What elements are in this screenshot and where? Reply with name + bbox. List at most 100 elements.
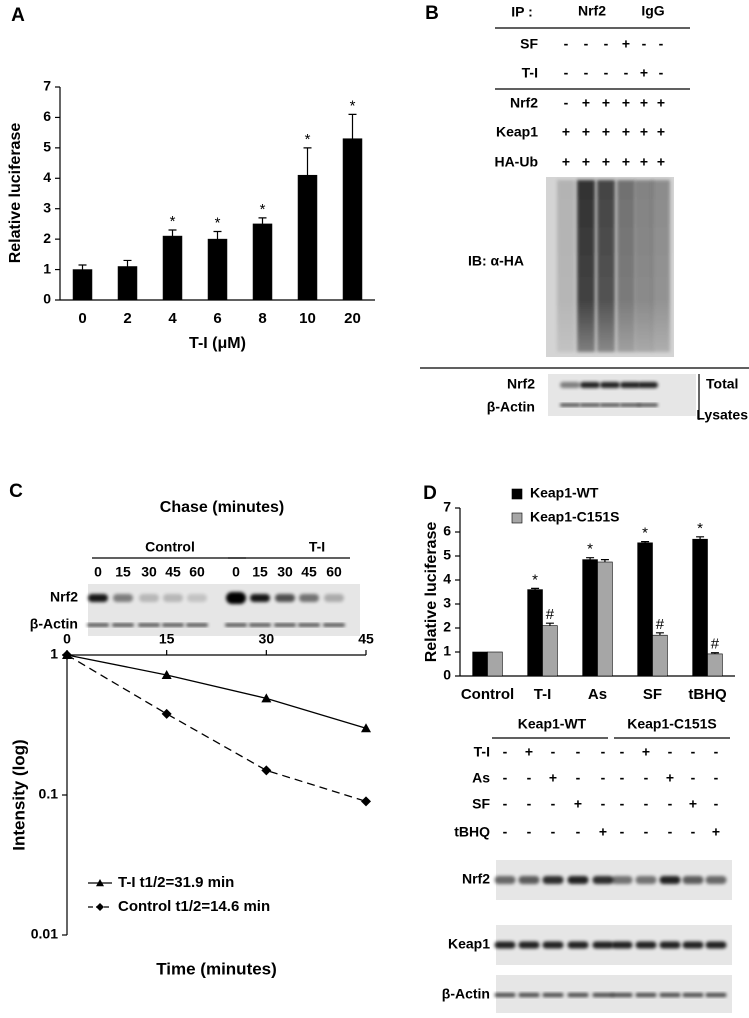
- lane-label: 15: [252, 564, 268, 580]
- bar: [72, 269, 93, 301]
- lane-label: 60: [189, 564, 205, 580]
- row-label: SF: [520, 36, 538, 52]
- annotation: #: [546, 606, 555, 623]
- blot-band: [620, 403, 640, 407]
- x-tick-label: 6: [213, 310, 221, 327]
- error-bar: [168, 229, 177, 237]
- error-bar: [258, 217, 267, 224]
- bar: [692, 538, 708, 677]
- annotation: *: [215, 215, 221, 232]
- x-tick-label: 10: [299, 310, 316, 327]
- sign: +: [602, 95, 610, 111]
- marker: [161, 708, 172, 719]
- sign: -: [564, 95, 569, 111]
- lysate-label: Lysates: [696, 407, 748, 423]
- blot-band: [275, 594, 295, 602]
- blot-row-label: Keap1: [448, 936, 490, 952]
- blot-band: [542, 876, 564, 884]
- blot-band: [567, 876, 589, 884]
- sign: -: [551, 824, 556, 840]
- blot-band: [560, 382, 580, 388]
- blot-band: [518, 941, 540, 949]
- sign: -: [551, 744, 556, 760]
- annotation: *: [260, 201, 266, 218]
- x-tick-label: tBHQ: [688, 686, 727, 703]
- sign: -: [714, 744, 719, 760]
- row-label: Nrf2: [510, 95, 538, 111]
- sign: +: [562, 154, 570, 170]
- error-bar: [123, 259, 132, 267]
- blot-band: [600, 382, 620, 388]
- sign: +: [657, 95, 665, 111]
- ip-label: IP :: [511, 4, 533, 20]
- blot-band: [705, 993, 727, 997]
- blot-band: [635, 876, 657, 884]
- y-tick-label: 5: [43, 139, 51, 155]
- x-tick-label: 0: [63, 631, 71, 647]
- blot-band: [592, 941, 614, 949]
- error-bar: [545, 622, 554, 626]
- blot-row-label: β-Actin: [487, 399, 535, 415]
- sign: -: [624, 65, 629, 81]
- blot-row-label: Nrf2: [507, 376, 535, 392]
- series-line: [66, 654, 367, 803]
- y-tick-label: 0: [43, 291, 51, 307]
- blot-band: [113, 594, 133, 602]
- row-label: Keap1: [496, 124, 538, 140]
- group-label: Keap1-C151S: [627, 716, 717, 732]
- y-tick-label: 3: [443, 595, 451, 611]
- blot-band: [494, 993, 516, 997]
- blot-band: [635, 941, 657, 949]
- error-bar: [348, 113, 357, 139]
- x-tick-label: T-I: [534, 686, 552, 703]
- sign: -: [691, 770, 696, 786]
- blot-band: [87, 623, 109, 627]
- blot-band: [659, 993, 681, 997]
- bar: [117, 266, 138, 301]
- sign: +: [640, 65, 648, 81]
- sign: -: [576, 770, 581, 786]
- sign: +: [582, 95, 590, 111]
- ip-group: Nrf2: [578, 3, 606, 19]
- smear-lane: [635, 180, 653, 352]
- blot-band: [139, 594, 159, 602]
- annotation: *: [642, 525, 648, 542]
- sign: -: [584, 36, 589, 52]
- error-bar: [78, 264, 87, 270]
- lane-label: 45: [301, 564, 317, 580]
- bar: [487, 651, 503, 677]
- y-tick-label: 6: [43, 108, 51, 124]
- blot-background: [88, 584, 360, 636]
- blot-band: [138, 623, 160, 627]
- blot-band: [682, 941, 704, 949]
- sign: -: [668, 824, 673, 840]
- sign: -: [503, 796, 508, 812]
- y-tick-label: 0.01: [31, 926, 58, 942]
- y-tick-label: 2: [443, 619, 451, 635]
- row-label: SF: [472, 796, 490, 812]
- sign: -: [691, 824, 696, 840]
- blot-band: [705, 941, 727, 949]
- lane-label: 0: [232, 564, 240, 580]
- error-bar: [655, 632, 664, 636]
- bar: [597, 561, 613, 677]
- annotation: *: [697, 520, 703, 537]
- blot-band: [323, 623, 345, 627]
- x-tick-label: SF: [643, 686, 662, 703]
- lane-label: 0: [94, 564, 102, 580]
- x-tick-label: 2: [123, 310, 131, 327]
- bar: [707, 653, 723, 677]
- row-label: T-I: [474, 744, 490, 760]
- sign: -: [691, 744, 696, 760]
- sign: +: [525, 744, 533, 760]
- sign: -: [659, 65, 664, 81]
- legend-label: Control t1/2=14.6 min: [118, 898, 270, 915]
- annotation: *: [350, 97, 356, 114]
- blot-band: [494, 876, 516, 884]
- sign: +: [582, 154, 590, 170]
- y-tick-label: 3: [43, 199, 51, 215]
- x-tick-label: 15: [159, 631, 175, 647]
- blot-band: [580, 403, 600, 407]
- blot-row-label: β-Actin: [442, 986, 490, 1002]
- sign: +: [657, 154, 665, 170]
